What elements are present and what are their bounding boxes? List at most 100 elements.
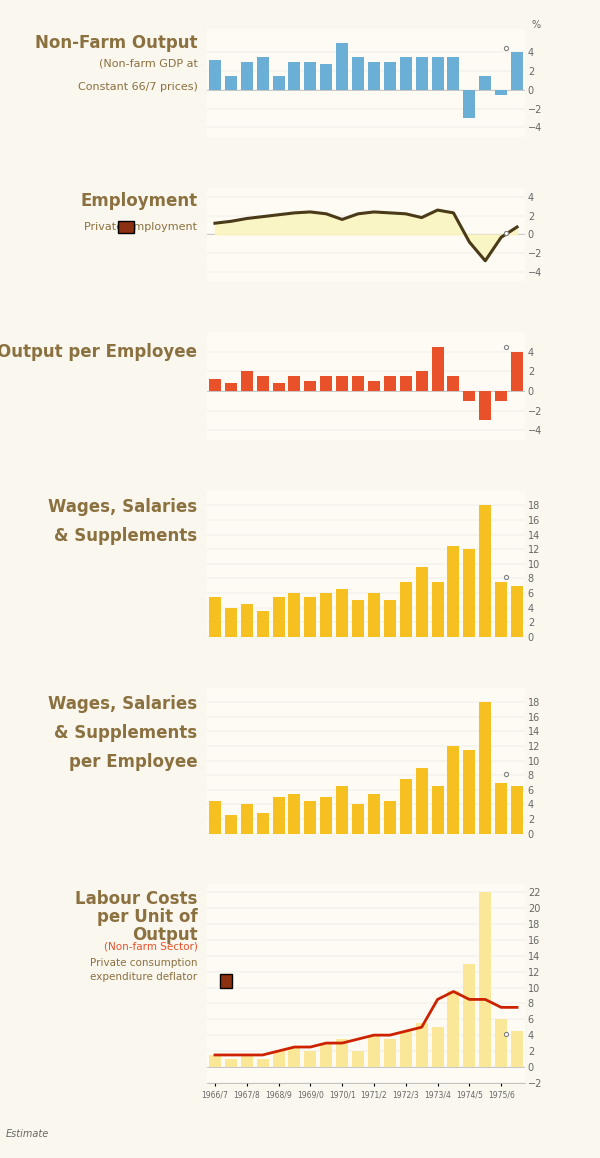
Bar [209,379,221,391]
Bar [384,376,396,391]
Bar [416,1024,428,1067]
Bar [431,57,443,90]
Bar [368,381,380,391]
Bar [241,372,253,391]
Bar [479,505,491,637]
Bar [336,43,348,90]
Bar [241,61,253,90]
Text: Constant 66/7 prices): Constant 66/7 prices) [77,82,197,91]
Bar [336,1039,348,1067]
Text: Output per Employee: Output per Employee [0,343,197,361]
Bar [368,61,380,90]
Bar [352,376,364,391]
Bar [272,76,284,90]
FancyBboxPatch shape [118,221,134,233]
Bar [479,702,491,834]
Text: expenditure deflator: expenditure deflator [91,972,197,982]
Bar [479,391,491,420]
Bar [257,57,269,90]
Bar [463,749,475,834]
Bar [495,391,507,401]
Bar [400,376,412,391]
Bar [511,52,523,90]
Bar [431,582,443,637]
Bar [289,793,301,834]
Bar [511,1031,523,1067]
Bar [209,801,221,834]
Bar [241,805,253,834]
Bar [463,549,475,637]
Bar [431,347,443,391]
Bar [257,1058,269,1067]
Bar [289,1047,301,1067]
Bar [225,76,237,90]
Bar [368,793,380,834]
Bar [304,596,316,637]
Bar [257,376,269,391]
Bar [272,596,284,637]
Bar [416,57,428,90]
Bar [431,786,443,834]
Bar [352,1051,364,1067]
Text: (Non-farm Sector): (Non-farm Sector) [104,941,197,952]
Bar [257,813,269,834]
Bar [463,90,475,118]
Bar [336,376,348,391]
Bar [400,1031,412,1067]
Bar [448,746,460,834]
Text: Wages, Salaries: Wages, Salaries [49,695,197,713]
Bar [495,783,507,834]
Bar [431,1027,443,1067]
Bar [225,815,237,834]
Bar [320,64,332,90]
Bar [225,608,237,637]
Text: & Supplements: & Supplements [55,527,197,545]
Bar [272,383,284,391]
Bar [289,61,301,90]
Bar [368,1035,380,1067]
Bar [257,611,269,637]
Bar [479,76,491,90]
Text: (Non-farm GDP at: (Non-farm GDP at [98,58,197,68]
Bar [304,61,316,90]
Bar [304,801,316,834]
Text: & Supplements: & Supplements [55,724,197,742]
Bar [352,805,364,834]
Text: Employment: Employment [80,192,197,211]
Bar [400,57,412,90]
Text: per Employee: per Employee [69,754,197,771]
Text: Labour Costs: Labour Costs [75,891,197,908]
Bar [368,593,380,637]
Text: %: % [532,21,541,30]
Bar [272,797,284,834]
Bar [384,600,396,637]
Bar [511,586,523,637]
Text: Wages, Salaries: Wages, Salaries [49,498,197,516]
Bar [400,779,412,834]
Text: Estimate: Estimate [6,1129,49,1139]
Bar [320,593,332,637]
Bar [511,786,523,834]
Bar [225,1058,237,1067]
FancyBboxPatch shape [220,974,232,988]
Bar [320,376,332,391]
Bar [384,61,396,90]
Bar [384,801,396,834]
Bar [209,596,221,637]
Text: Output: Output [132,926,197,944]
Bar [416,567,428,637]
Bar [448,545,460,637]
Bar [416,372,428,391]
Bar [304,381,316,391]
Bar [448,991,460,1067]
Text: Private consumption: Private consumption [90,958,197,968]
Bar [463,963,475,1067]
Bar [448,57,460,90]
Bar [241,604,253,637]
Bar [320,797,332,834]
Bar [304,1051,316,1067]
Bar [495,582,507,637]
Bar [511,352,523,391]
Bar [352,600,364,637]
Text: Private employment: Private employment [85,222,197,233]
